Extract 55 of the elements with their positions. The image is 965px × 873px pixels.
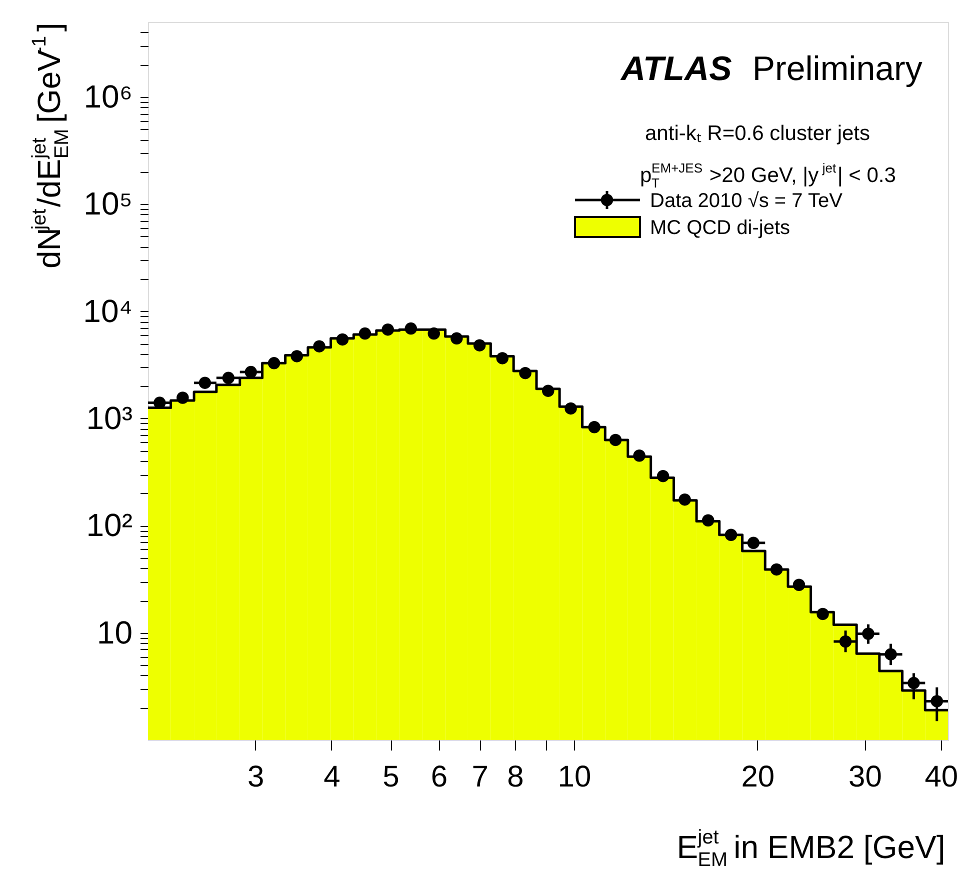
annotation: ATLAS Preliminary — [620, 50, 922, 88]
x-tick-label: 7 — [472, 760, 488, 794]
x-tick-label: 8 — [507, 760, 524, 794]
x-tick-label: 30 — [848, 760, 882, 794]
point — [542, 384, 554, 397]
y-tick-label: 10² — [86, 507, 133, 544]
point — [588, 421, 600, 434]
annotation: anti-kₜ R=0.6 cluster jets — [645, 122, 870, 145]
y-tick-label: 10³ — [86, 400, 133, 436]
point — [702, 514, 714, 526]
y-tick-label: 10 — [96, 614, 132, 650]
point — [382, 323, 394, 336]
legend-label: MC QCD di-jets — [650, 217, 790, 239]
y-tick-label: 10⁵ — [84, 186, 132, 222]
point — [862, 628, 874, 640]
point — [473, 339, 486, 352]
x-tick-label: 4 — [324, 760, 340, 794]
y-tick-label: 10⁴ — [83, 292, 132, 329]
point — [404, 322, 418, 335]
point — [198, 376, 212, 389]
y-tick-label: 10⁶ — [84, 78, 132, 114]
point — [930, 695, 944, 708]
point — [678, 493, 691, 506]
point — [450, 332, 463, 345]
x-tick-label: 20 — [741, 760, 775, 794]
point — [564, 402, 577, 415]
point — [724, 528, 738, 541]
point — [884, 648, 897, 660]
x-tick-label: 3 — [247, 760, 264, 794]
point — [336, 333, 349, 346]
point — [908, 676, 920, 690]
point — [176, 392, 189, 404]
point — [358, 327, 372, 340]
point — [839, 635, 852, 648]
point — [656, 470, 670, 482]
point — [792, 578, 806, 592]
x-tick-label: 5 — [382, 760, 400, 794]
point — [290, 350, 303, 362]
point — [816, 608, 829, 620]
point — [428, 327, 440, 340]
point — [609, 434, 622, 446]
point — [519, 366, 532, 380]
point — [313, 340, 326, 352]
point — [633, 450, 646, 462]
point — [244, 366, 257, 378]
x-tick-label: 6 — [430, 760, 448, 794]
point — [770, 563, 783, 576]
x-tick-label: 10 — [558, 760, 592, 794]
point — [496, 352, 509, 364]
y-axis-title: dNjet/dEjetEM [GeV-1] — [28, 22, 73, 269]
point — [222, 372, 235, 384]
point — [268, 357, 280, 370]
legend-label: Data 2010 √s = 7 TeV — [650, 190, 844, 212]
point — [747, 536, 760, 550]
x-tick-label: 40 — [924, 760, 958, 794]
